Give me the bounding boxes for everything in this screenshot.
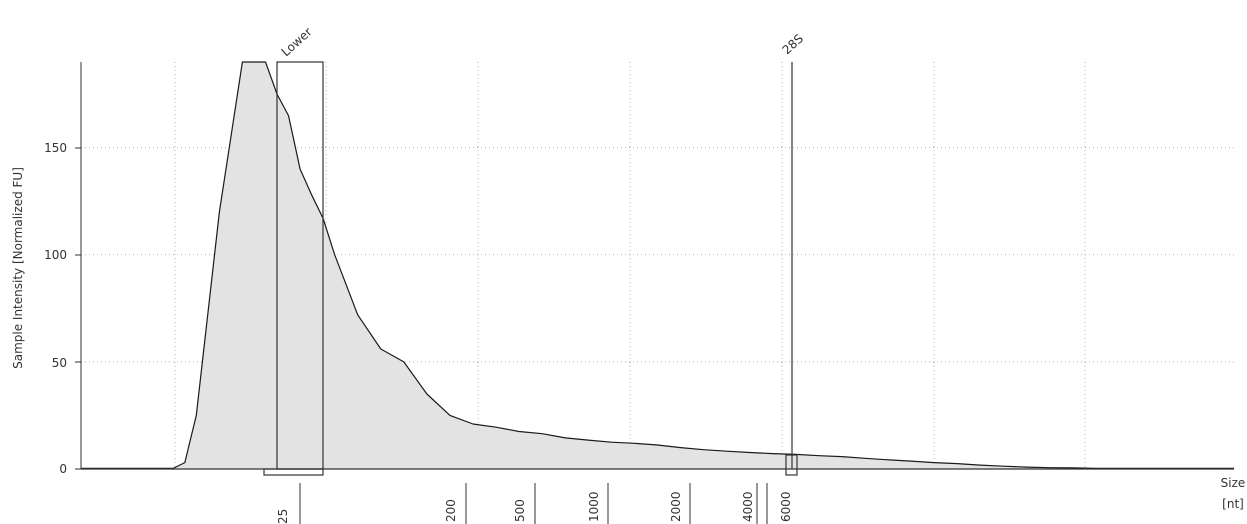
y-tick-label: 0: [59, 462, 67, 476]
x-tick-label: 25: [276, 509, 290, 524]
x-tick-label: 200: [444, 499, 458, 522]
x-axis-title-unit: [nt]: [1222, 497, 1244, 511]
y-tick-labels: 0 50 100 150: [44, 141, 67, 476]
x-tick-label: 6000: [779, 491, 793, 522]
lower-marker-base-bracket: [263, 468, 324, 476]
y-axis-title: Sample Intensity [Normalized FU]: [11, 167, 25, 369]
x-tick-labels: 25 200 500 1000 2000 4000 6000: [276, 491, 793, 524]
y-tick-marks: [75, 147, 81, 470]
x-tick-label: 1000: [587, 491, 601, 522]
y-tick-label: 50: [52, 356, 67, 370]
marker-28s: 28S: [780, 32, 806, 476]
y-tick-label: 150: [44, 141, 67, 155]
y-tick-label: 100: [44, 248, 67, 262]
x-axis-title-size: Size: [1221, 476, 1246, 490]
x-tick-marks: [299, 483, 768, 524]
lower-marker-label: Lower: [279, 25, 315, 60]
marker-28s-label: 28S: [780, 32, 806, 58]
intensity-line: [81, 61, 1234, 469]
x-tick-label: 500: [513, 499, 527, 522]
x-tick-label: 4000: [741, 491, 755, 522]
x-tick-label: 2000: [669, 491, 683, 522]
intensity-area: [81, 62, 1234, 469]
marker-28s-box: [785, 454, 798, 476]
